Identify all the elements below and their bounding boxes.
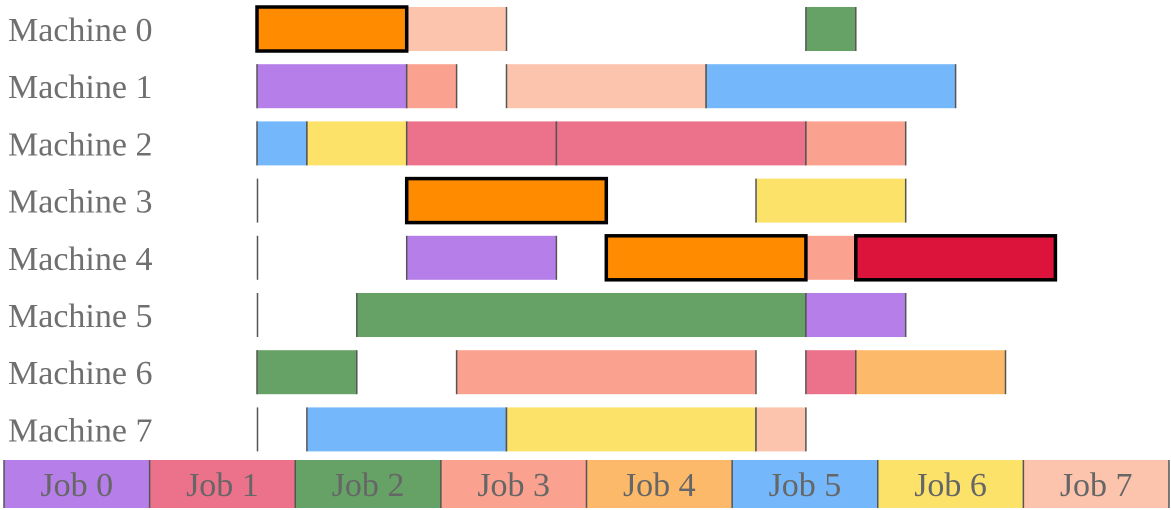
legend-label: Job 3	[477, 467, 550, 504]
task-bar	[805, 293, 906, 337]
task-bar	[257, 350, 357, 395]
task-bar	[855, 350, 1006, 395]
legend-swatch	[877, 460, 1024, 508]
task-bar	[805, 350, 856, 395]
legend-swatch	[149, 460, 296, 508]
legend-swatch	[1023, 460, 1169, 508]
machine-label: Machine 5	[8, 298, 152, 335]
legend-swatch	[732, 460, 878, 508]
machine-label: Machine 2	[8, 126, 152, 163]
task-bars	[255, 5, 1058, 452]
machine-label: Machine 1	[8, 69, 152, 106]
task-bar	[257, 121, 307, 166]
task-bar	[406, 121, 557, 166]
task-bar	[406, 7, 507, 51]
task-bar	[805, 235, 856, 280]
highlighted-task-bar	[404, 176, 609, 225]
task-bar	[306, 407, 507, 452]
task-bar	[456, 350, 756, 395]
machine-labels: Machine 0 Machine 1 Machine 2 Machine 3 Mach…	[8, 12, 152, 449]
machine-label: Machine 0	[8, 12, 152, 49]
legend-label: Job 6	[914, 467, 987, 504]
legend-label: Job 0	[40, 467, 113, 504]
legend-swatch	[440, 460, 587, 508]
task-bar	[805, 121, 906, 166]
task-bar	[306, 121, 407, 166]
machine-label: Machine 3	[8, 184, 152, 221]
legend-swatch	[4, 460, 150, 508]
legend-swatch	[586, 460, 733, 508]
legend-label: Job 2	[332, 467, 405, 504]
task-bar	[506, 407, 756, 452]
task-bar	[805, 7, 856, 51]
legend-label: Job 5	[769, 467, 842, 504]
machine-label: Machine 6	[8, 355, 152, 392]
legend-label: Job 4	[623, 467, 696, 504]
legend-label: Job 7	[1060, 467, 1133, 504]
task-bar	[406, 64, 457, 109]
task-bar	[257, 64, 407, 109]
machine-label: Machine 4	[8, 241, 152, 278]
highlighted-task-bar	[604, 234, 808, 282]
task-bar	[756, 178, 906, 223]
task-bar	[356, 293, 806, 337]
task-bar	[556, 121, 806, 166]
task-bar	[506, 64, 707, 109]
highlighted-task-bar	[255, 5, 409, 53]
legend-swatch	[295, 460, 441, 508]
job-legend: Job 0 Job 1 Job 2 Job 3 Job 4 Job 5 Job 6 Job 7	[3, 460, 1170, 508]
machine-label: Machine 7	[8, 412, 152, 449]
task-bar	[706, 64, 956, 109]
task-bar	[406, 235, 557, 280]
legend-label: Job 1	[186, 467, 259, 504]
highlighted-task-bar	[854, 234, 1058, 282]
task-bar	[756, 407, 806, 452]
